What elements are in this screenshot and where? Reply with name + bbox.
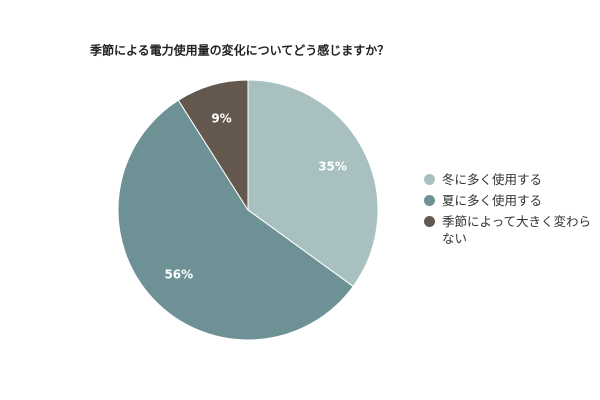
pie-slice bbox=[177, 79, 249, 212]
data-label: 56% bbox=[164, 267, 193, 281]
legend-swatch bbox=[424, 195, 435, 206]
pie-slice bbox=[117, 99, 354, 341]
data-label: 9% bbox=[211, 111, 231, 125]
pie-slice bbox=[247, 79, 379, 288]
legend-item: 冬に多く使用する bbox=[424, 171, 596, 188]
chart-title: 季節による電力使用量の変化についてどう感じますか？ bbox=[89, 43, 389, 58]
legend-label: 冬に多く使用する bbox=[442, 172, 543, 187]
legend-item: 季節によって大きく変わらない bbox=[424, 213, 596, 247]
legend: 冬に多く使用する 夏に多く使用する季節によって大きく変わらない bbox=[424, 171, 596, 251]
legend-item: 夏に多く使用する bbox=[424, 192, 596, 209]
data-label: 35% bbox=[318, 159, 347, 173]
legend-swatch bbox=[424, 216, 435, 227]
legend-label: 夏に多く使用する bbox=[442, 193, 543, 208]
legend-label: 季節によって大きく変わらない bbox=[442, 214, 592, 246]
legend-swatch bbox=[424, 174, 435, 185]
